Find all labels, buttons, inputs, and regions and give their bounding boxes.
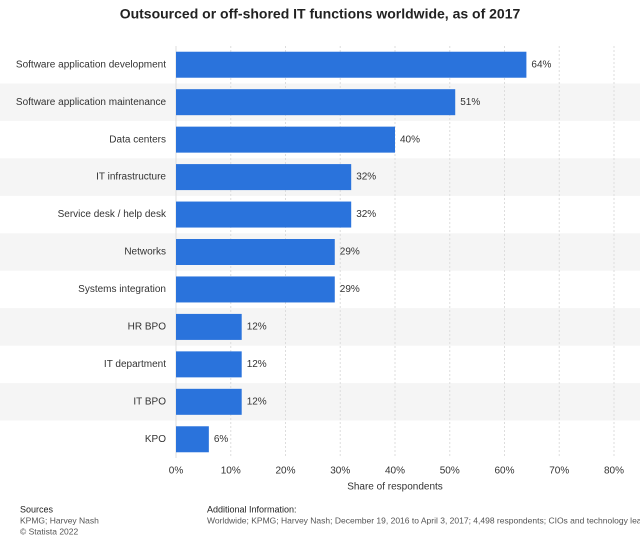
stripe — [0, 308, 640, 346]
y-tick-label: KPO — [145, 434, 166, 445]
copyright: © Statista 2022 — [20, 526, 79, 536]
info-title: Additional Information: — [207, 504, 297, 514]
x-tick-label: 10% — [221, 466, 241, 477]
value-label: 12% — [247, 359, 267, 370]
y-tick-label: IT infrastructure — [96, 172, 166, 183]
x-tick-label: 30% — [330, 466, 350, 477]
bar — [176, 426, 209, 453]
value-label: 29% — [340, 247, 360, 258]
bar — [176, 126, 395, 153]
y-tick-label: Data centers — [109, 134, 166, 145]
value-label: 51% — [460, 97, 480, 108]
value-label: 12% — [247, 322, 267, 333]
x-tick-label: 50% — [440, 466, 460, 477]
x-tick-label: 80% — [604, 466, 624, 477]
y-tick-label: Software application development — [16, 59, 166, 70]
x-tick-label: 70% — [549, 466, 569, 477]
x-tick-label: 0% — [169, 466, 184, 477]
chart-title: Outsourced or off-shored IT functions wo… — [120, 6, 521, 22]
bar — [176, 351, 242, 378]
value-label: 12% — [247, 396, 267, 407]
x-tick-label: 60% — [494, 466, 514, 477]
x-tick-label: 20% — [275, 466, 295, 477]
sources-title: Sources — [20, 504, 54, 514]
sources: KPMG; Harvey Nash — [20, 515, 99, 525]
bar — [176, 51, 527, 78]
value-label: 6% — [214, 434, 229, 445]
bar — [176, 201, 352, 228]
bar — [176, 89, 456, 116]
y-tick-label: Service desk / help desk — [58, 209, 167, 220]
value-label: 64% — [531, 59, 551, 70]
value-label: 32% — [356, 209, 376, 220]
info: Worldwide; KPMG; Harvey Nash; December 1… — [207, 515, 640, 525]
x-tick-label: 40% — [385, 466, 405, 477]
bar — [176, 276, 335, 303]
value-label: 29% — [340, 284, 360, 295]
y-tick-label: Systems integration — [78, 284, 166, 295]
y-tick-label: Software application maintenance — [16, 97, 167, 108]
y-tick-label: HR BPO — [128, 322, 167, 333]
y-tick-label: IT BPO — [133, 396, 166, 407]
bar — [176, 239, 335, 265]
x-axis-title: Share of respondents — [347, 482, 443, 493]
bar — [176, 388, 242, 415]
y-tick-label: IT department — [104, 359, 166, 370]
value-label: 40% — [400, 134, 420, 145]
bar — [176, 164, 352, 191]
value-label: 32% — [356, 172, 376, 183]
stripe — [0, 383, 640, 421]
y-tick-label: Networks — [124, 247, 166, 258]
bar — [176, 313, 242, 340]
